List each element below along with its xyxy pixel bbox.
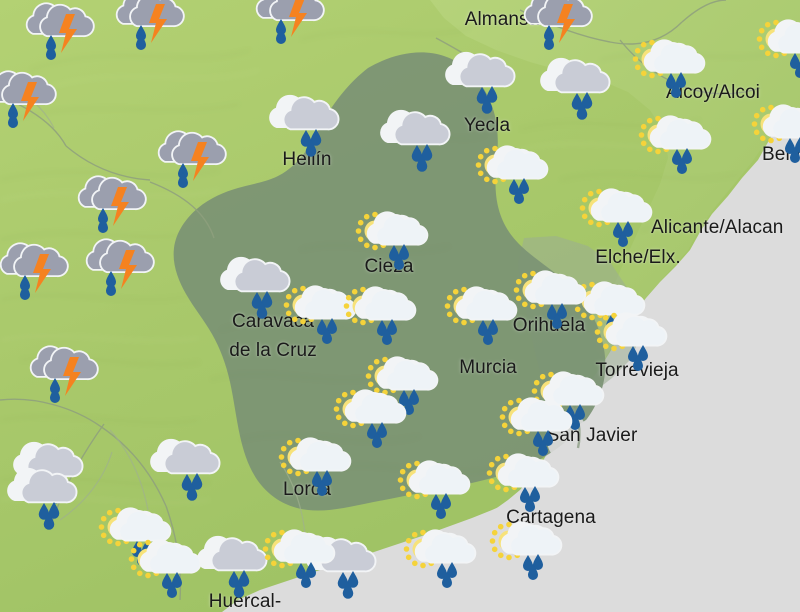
cloud-rain-icon bbox=[265, 94, 340, 157]
sun-cloud-rain-icon bbox=[482, 519, 563, 580]
cloud-lightning-rain-icon bbox=[111, 0, 185, 51]
sun-cloud-rain-icon bbox=[396, 527, 477, 588]
cloud-lightning-rain-icon bbox=[519, 0, 593, 51]
sun-cloud-rain-icon bbox=[572, 186, 653, 247]
sun-cloud-rain-icon bbox=[506, 268, 587, 329]
cloud-lightning-rain-icon bbox=[0, 70, 57, 129]
sun-cloud-rain-icon bbox=[348, 209, 429, 270]
landmass-northeast bbox=[430, 0, 800, 360]
sun-cloud-rain-icon bbox=[255, 527, 336, 588]
cloud-lightning-rain-icon bbox=[25, 345, 99, 404]
sun-cloud-rain-icon bbox=[479, 451, 560, 512]
cloud-rain-icon bbox=[146, 438, 221, 501]
cloud-rain-icon bbox=[193, 535, 268, 598]
sun-cloud-rain-icon bbox=[358, 354, 439, 415]
terrain-relief-light bbox=[0, 69, 701, 504]
sun-cloud-rain-icon bbox=[744, 102, 800, 163]
cloud-rain-icon bbox=[441, 51, 516, 114]
sun-cloud-rain-icon bbox=[271, 435, 352, 496]
cloud-rain-icon bbox=[536, 57, 611, 120]
cloud-lightning-rain-icon bbox=[0, 242, 69, 301]
sun-cloud-rain-icon bbox=[437, 284, 518, 345]
sun-cloud-rain-icon bbox=[631, 113, 712, 174]
sun-cloud-rain-icon bbox=[326, 387, 407, 448]
sun-cloud-rain-icon bbox=[625, 37, 706, 98]
sun-cloud-rain-icon bbox=[336, 284, 417, 345]
cloud-lightning-rain-icon bbox=[73, 175, 147, 234]
cloud-lightning-rain-icon bbox=[251, 0, 325, 45]
sun-cloud-rain-icon bbox=[121, 537, 202, 598]
sun-cloud-rain-icon bbox=[492, 395, 573, 456]
mediterranean-sea bbox=[222, 112, 800, 612]
cloud-rain-icon bbox=[376, 109, 451, 172]
cloud-lightning-rain-icon bbox=[21, 2, 95, 61]
sun-cloud-rain-icon bbox=[468, 143, 549, 204]
cloud-rain-icon bbox=[9, 441, 84, 504]
cloud-lightning-rain-icon bbox=[153, 130, 227, 189]
cloud-rain-icon bbox=[3, 467, 78, 530]
cloud-lightning-rain-icon bbox=[81, 238, 155, 297]
cloud-rain-icon bbox=[216, 256, 291, 319]
sun-cloud-rain-icon bbox=[524, 369, 605, 430]
region-murcia-highlight bbox=[173, 52, 606, 511]
sun-cloud-rain-icon bbox=[749, 17, 800, 78]
sun-cloud-rain-icon bbox=[587, 310, 668, 371]
sun-cloud-rain-icon bbox=[390, 458, 471, 519]
